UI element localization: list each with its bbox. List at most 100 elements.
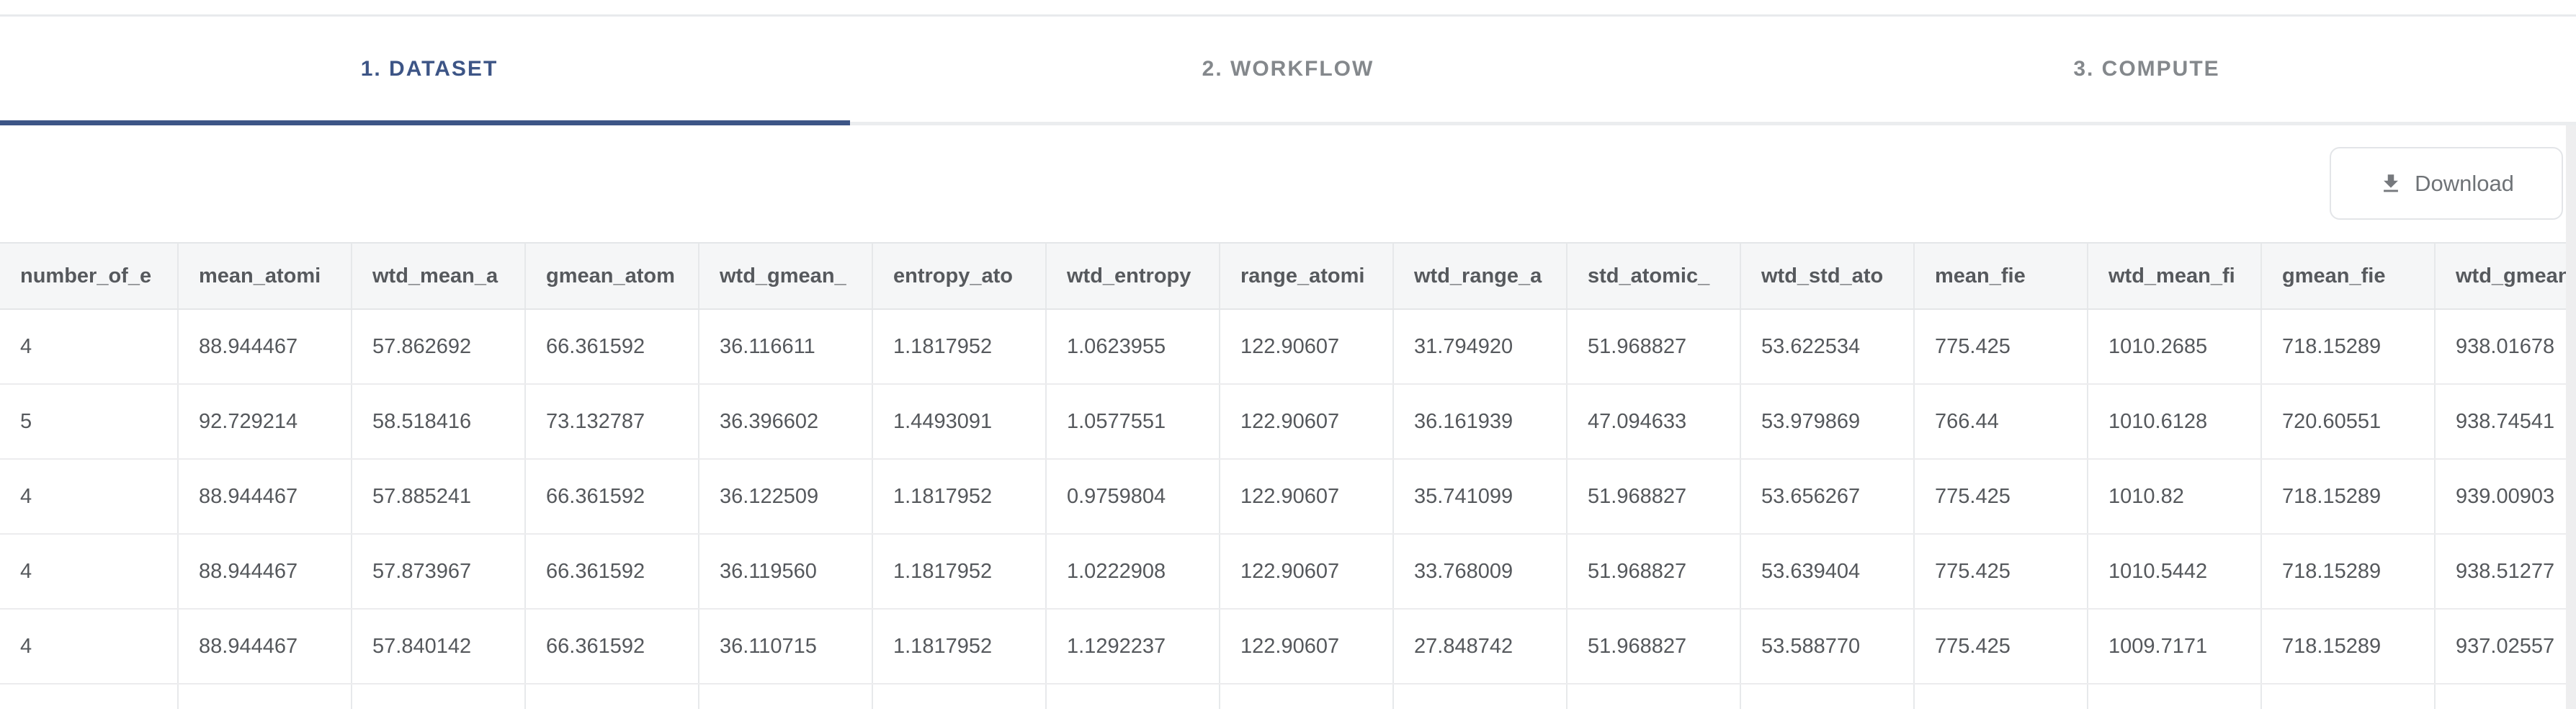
- table-cell: 4: [0, 310, 179, 383]
- table-cell: [873, 685, 1047, 709]
- table-cell: 938.51277: [2436, 535, 2576, 608]
- column-header-mean_atomi[interactable]: mean_atomi: [179, 244, 352, 308]
- table-cell: [1047, 685, 1220, 709]
- active-tab-indicator: [0, 120, 850, 125]
- table-cell: 1.1817952: [873, 535, 1047, 608]
- tab-compute-label: 3. COMPUTE: [2073, 57, 2220, 81]
- table-body: 4 88.944467 57.862692 66.361592 36.116611 1.1…: [0, 310, 2576, 709]
- table-cell: 766.44: [1915, 385, 2088, 458]
- table-cell: 88.944467: [179, 535, 352, 608]
- table-cell: 720.60551: [2262, 385, 2436, 458]
- table-cell: 51.968827: [1567, 610, 1741, 683]
- column-header-wtd_gmean_[interactable]: wtd_gmean_: [699, 244, 873, 308]
- table-cell: 36.122509: [699, 460, 873, 533]
- table-row: 4 88.944467 57.885241 66.361592 36.122509 1.1…: [0, 460, 2576, 535]
- table-cell: 1010.82: [2088, 460, 2262, 533]
- table-cell: 58.518416: [352, 385, 526, 458]
- table-cell: 4: [0, 460, 179, 533]
- table-cell: [1220, 685, 1394, 709]
- table-cell: 1.0222908: [1047, 535, 1220, 608]
- table-cell: 57.862692: [352, 310, 526, 383]
- tab-dataset-label: 1. DATASET: [360, 57, 498, 81]
- table-cell: 122.90607: [1220, 460, 1394, 533]
- table-cell: 122.90607: [1220, 385, 1394, 458]
- column-header-gmean_fie[interactable]: gmean_fie: [2262, 244, 2436, 308]
- column-header-mean_fie[interactable]: mean_fie: [1915, 244, 2088, 308]
- tab-workflow-label: 2. WORKFLOW: [1202, 57, 1374, 81]
- column-header-gmean_atom[interactable]: gmean_atom: [526, 244, 699, 308]
- tab-dataset[interactable]: 1. DATASET: [0, 17, 859, 122]
- table-cell: 1.1292237: [1047, 610, 1220, 683]
- table-cell: 51.968827: [1567, 460, 1741, 533]
- table-cell: 66.361592: [526, 310, 699, 383]
- table-cell: 35.741099: [1394, 460, 1567, 533]
- table-cell: 1.1817952: [873, 310, 1047, 383]
- table-cell: 73.132787: [526, 385, 699, 458]
- table-cell: 775.425: [1915, 310, 2088, 383]
- table-cell: 47.094633: [1567, 385, 1741, 458]
- table-cell: [1741, 685, 1915, 709]
- download-button[interactable]: Download: [2330, 147, 2563, 220]
- vertical-scrollbar[interactable]: [2566, 125, 2576, 709]
- column-header-entropy_ato[interactable]: entropy_ato: [873, 244, 1047, 308]
- table-cell: 92.729214: [179, 385, 352, 458]
- table-cell: 51.968827: [1567, 535, 1741, 608]
- table-cell: 36.396602: [699, 385, 873, 458]
- table-cell: 36.119560: [699, 535, 873, 608]
- dataset-table: number_of_e mean_atomi wtd_mean_a gmean_ato…: [0, 242, 2576, 709]
- table-cell: 53.656267: [1741, 460, 1915, 533]
- table-cell: 36.110715: [699, 610, 873, 683]
- table-cell: 937.02557: [2436, 610, 2576, 683]
- table-cell: 1.1817952: [873, 610, 1047, 683]
- table-cell: 939.00903: [2436, 460, 2576, 533]
- table-cell: 1.0577551: [1047, 385, 1220, 458]
- table-cell: 0.9759804: [1047, 460, 1220, 533]
- table-row: 4 88.944467 57.862692 66.361592 36.116611 1.1…: [0, 310, 2576, 385]
- table-cell: 1.1817952: [873, 460, 1047, 533]
- column-header-std_atomic_[interactable]: std_atomic_: [1567, 244, 1741, 308]
- column-header-wtd_std_ato[interactable]: wtd_std_ato: [1741, 244, 1915, 308]
- tab-compute[interactable]: 3. COMPUTE: [1717, 17, 2576, 122]
- download-icon: [2379, 171, 2403, 196]
- table-cell: [699, 685, 873, 709]
- table-cell: 775.425: [1915, 460, 2088, 533]
- table-row: [0, 685, 2576, 709]
- column-header-number_of_e[interactable]: number_of_e: [0, 244, 179, 308]
- table-cell: 36.116611: [699, 310, 873, 383]
- table-cell: 1010.6128: [2088, 385, 2262, 458]
- column-header-wtd_gmean[interactable]: wtd_gmean: [2436, 244, 2576, 308]
- table-cell: 122.90607: [1220, 310, 1394, 383]
- table-cell: [1567, 685, 1741, 709]
- table-cell: 1010.5442: [2088, 535, 2262, 608]
- table-cell: 4: [0, 535, 179, 608]
- table-cell: 1.4493091: [873, 385, 1047, 458]
- table-cell: [526, 685, 699, 709]
- table-cell: [179, 685, 352, 709]
- table-cell: [352, 685, 526, 709]
- table-cell: 4: [0, 610, 179, 683]
- column-header-wtd_mean_fi[interactable]: wtd_mean_fi: [2088, 244, 2262, 308]
- table-cell: 122.90607: [1220, 610, 1394, 683]
- table-cell: [2436, 685, 2576, 709]
- table-cell: 88.944467: [179, 460, 352, 533]
- column-header-range_atomi[interactable]: range_atomi: [1220, 244, 1394, 308]
- table-cell: 718.15289: [2262, 310, 2436, 383]
- table-cell: 5: [0, 385, 179, 458]
- table-cell: 66.361592: [526, 535, 699, 608]
- table-cell: 51.968827: [1567, 310, 1741, 383]
- column-header-wtd_entropy[interactable]: wtd_entropy: [1047, 244, 1220, 308]
- table-cell: [1394, 685, 1567, 709]
- table-cell: 36.161939: [1394, 385, 1567, 458]
- table-cell: 718.15289: [2262, 535, 2436, 608]
- table-cell: 775.425: [1915, 610, 2088, 683]
- column-header-wtd_mean_a[interactable]: wtd_mean_a: [352, 244, 526, 308]
- column-header-wtd_range_a[interactable]: wtd_range_a: [1394, 244, 1567, 308]
- table-cell: 88.944467: [179, 310, 352, 383]
- tab-workflow[interactable]: 2. WORKFLOW: [859, 17, 1717, 122]
- download-button-label: Download: [2415, 170, 2514, 196]
- table-cell: 53.979869: [1741, 385, 1915, 458]
- table-cell: [2088, 685, 2262, 709]
- table-row: 4 88.944467 57.873967 66.361592 36.119560 1.1…: [0, 535, 2576, 610]
- table-cell: 27.848742: [1394, 610, 1567, 683]
